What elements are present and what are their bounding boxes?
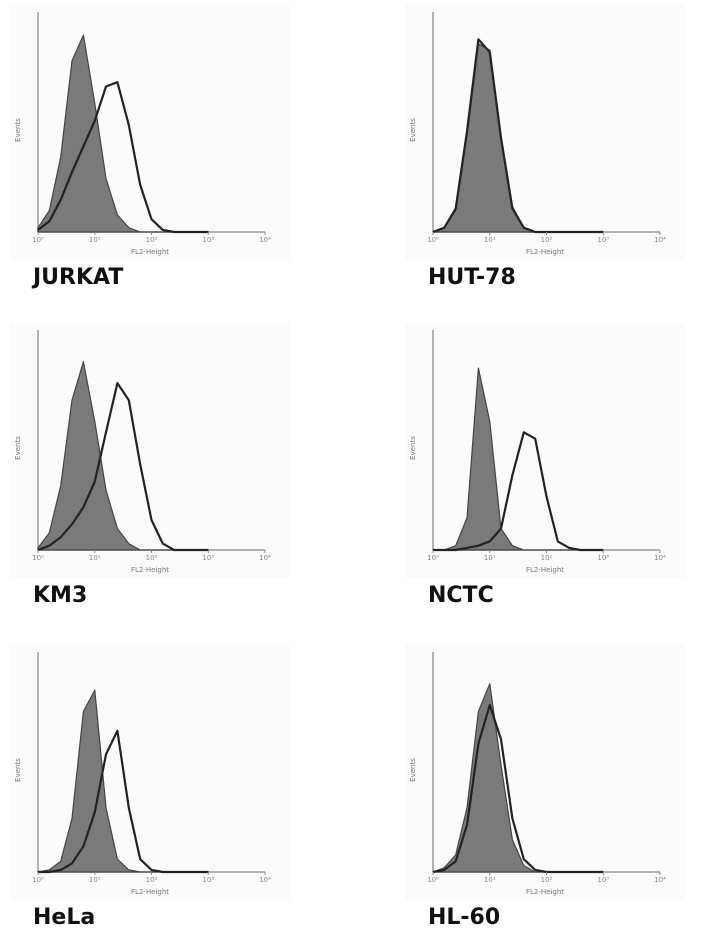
x-axis-label: FL2-Height — [131, 888, 169, 896]
histogram-panel: 10⁰ 10¹ 10² 10³ 10⁴ FL2-Height Events KM3 — [10, 323, 290, 608]
x-tick-label: 10² — [541, 876, 553, 884]
x-tick-label: 10¹ — [484, 876, 496, 884]
x-tick-label: 10¹ — [89, 876, 101, 884]
x-tick-label: 10¹ — [89, 236, 101, 244]
y-axis-label: Events — [409, 118, 417, 142]
x-axis-label: FL2-Height — [526, 888, 564, 896]
histogram-panel: 10⁰ 10¹ 10² 10³ 10⁴ FL2-Height Events HL-60 — [405, 645, 685, 930]
histogram-panel: 10⁰ 10¹ 10² 10³ 10⁴ FL2-Height Events JURKAT — [10, 5, 290, 290]
x-tick-label: 10³ — [202, 554, 214, 562]
x-tick-label: 10¹ — [484, 236, 496, 244]
x-axis-label: FL2-Height — [526, 566, 564, 574]
x-tick-label: 10⁰ — [427, 876, 439, 884]
histogram-panel: 10⁰ 10¹ 10² 10³ 10⁴ FL2-Height Events NCTC — [405, 323, 685, 608]
open-histogram — [38, 729, 209, 874]
x-tick-label: 10⁴ — [259, 554, 271, 562]
x-tick-label: 10³ — [202, 876, 214, 884]
x-tick-label: 10² — [146, 236, 158, 244]
x-tick-label: 10⁴ — [654, 554, 666, 562]
x-tick-label: 10⁰ — [32, 554, 44, 562]
y-axis-label: Events — [14, 118, 22, 142]
x-tick-label: 10² — [146, 876, 158, 884]
plot-background — [10, 645, 290, 900]
x-tick-label: 10⁴ — [654, 876, 666, 884]
plot-background — [405, 645, 685, 900]
panel-label: HUT-78 — [428, 265, 516, 290]
plot-background — [405, 323, 685, 578]
open-histogram — [432, 38, 604, 234]
y-axis-label: Events — [409, 758, 417, 782]
y-axis-label: Events — [14, 758, 22, 782]
x-tick-label: 10⁴ — [259, 876, 271, 884]
x-tick-label: 10³ — [202, 236, 214, 244]
x-tick-label: 10² — [541, 236, 553, 244]
histogram-panel: 10⁰ 10¹ 10² 10³ 10⁴ FL2-Height Events HUT-78 — [405, 5, 685, 290]
x-tick-label: 10³ — [597, 876, 609, 884]
open-histogram — [432, 704, 604, 874]
y-axis-label: Events — [14, 436, 22, 460]
panel-label: HL-60 — [428, 905, 500, 930]
x-tick-label: 10³ — [597, 236, 609, 244]
x-tick-label: 10⁰ — [427, 554, 439, 562]
panel-label: KM3 — [33, 583, 87, 608]
x-tick-label: 10⁰ — [32, 236, 44, 244]
histogram-panel: 10⁰ 10¹ 10² 10³ 10⁴ FL2-Height Events HeLa — [10, 645, 290, 930]
panel-label: JURKAT — [31, 265, 123, 290]
x-tick-label: 10² — [146, 554, 158, 562]
x-tick-label: 10⁰ — [427, 236, 439, 244]
x-tick-label: 10⁰ — [32, 876, 44, 884]
open-histogram — [433, 431, 604, 552]
panel-label: HeLa — [33, 905, 95, 930]
x-tick-label: 10⁴ — [654, 236, 666, 244]
x-axis-label: FL2-Height — [131, 248, 169, 256]
open-histogram — [37, 382, 209, 552]
y-axis-label: Events — [409, 436, 417, 460]
x-tick-label: 10¹ — [89, 554, 101, 562]
x-tick-label: 10¹ — [484, 554, 496, 562]
x-tick-label: 10⁴ — [259, 236, 271, 244]
open-histogram — [37, 81, 209, 234]
x-axis-label: FL2-Height — [526, 248, 564, 256]
x-tick-label: 10² — [541, 554, 553, 562]
panel-label: NCTC — [428, 583, 494, 608]
x-axis-label: FL2-Height — [131, 566, 169, 574]
x-tick-label: 10³ — [597, 554, 609, 562]
